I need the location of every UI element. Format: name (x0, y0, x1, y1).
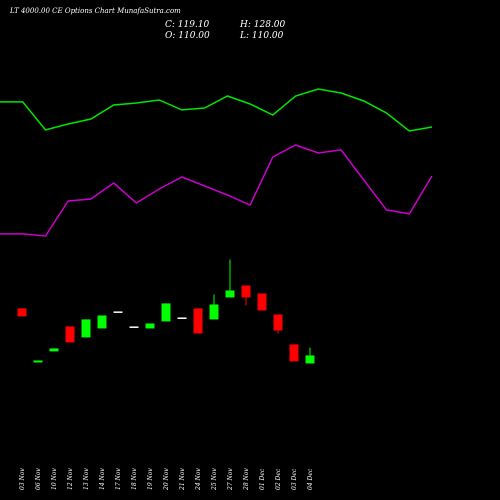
high-label: H: 128.00 (239, 20, 286, 30)
x-tick-label: 28 Nov (243, 468, 250, 491)
candle-body (225, 290, 235, 298)
candle-body (289, 344, 299, 362)
candle-body (193, 308, 203, 334)
x-tick-label: 14 Nov (99, 468, 106, 490)
open-label: O: 110.00 (165, 31, 210, 41)
candle-body (177, 317, 187, 319)
x-tick-label: 02 Dec (275, 468, 282, 490)
x-tick-label: 21 Nov (179, 468, 186, 491)
indicator-line (0, 144, 433, 237)
close-label: C: 119.10 (165, 20, 210, 30)
x-tick-label: 17 Nov (115, 468, 122, 490)
candle-body (33, 360, 43, 363)
x-tick-label: 10 Nov (51, 468, 58, 490)
candle-body (257, 293, 267, 311)
chart-title: LT 4000.00 CE Options Chart MunafaSutra.… (9, 7, 181, 15)
candle-body (113, 311, 123, 313)
candle-body (161, 303, 171, 322)
x-tick-label: 03 Dec (291, 468, 298, 490)
candle-body (81, 319, 91, 338)
candle-body (129, 326, 139, 328)
x-tick-label: 06 Nov (35, 468, 42, 490)
candle-body (145, 323, 155, 329)
x-tick-label: 12 Nov (67, 468, 74, 490)
x-tick-label: 13 Nov (83, 468, 90, 490)
candle-body (65, 326, 75, 343)
x-tick-label: 20 Nov (163, 468, 170, 491)
x-tick-label: 25 Nov (211, 468, 218, 491)
x-tick-label: 19 Nov (147, 468, 154, 490)
x-tick-label: 27 Nov (227, 468, 234, 491)
candle-body (49, 348, 59, 352)
x-tick-label: 03 Nov (19, 468, 26, 490)
low-label: L: 110.00 (239, 31, 284, 41)
candle-body (305, 355, 315, 364)
candle-body (97, 315, 107, 329)
x-tick-label: 04 Dec (307, 468, 314, 490)
x-tick-label: 18 Nov (131, 468, 138, 490)
candle-body (241, 285, 251, 298)
candle-body (273, 314, 283, 331)
x-tick-label: 24 Nov (195, 468, 202, 491)
candle-body (17, 308, 27, 317)
indicator-line (0, 88, 433, 132)
candle-body (209, 304, 219, 320)
x-tick-label: 01 Dec (259, 468, 266, 490)
